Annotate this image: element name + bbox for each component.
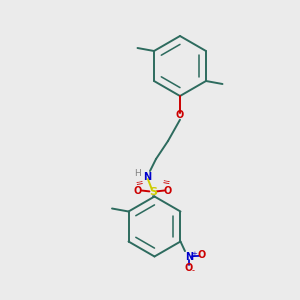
Text: =: = <box>135 177 144 189</box>
Text: +: + <box>191 251 197 257</box>
Text: O: O <box>185 263 193 273</box>
Text: -: - <box>192 266 195 275</box>
Text: O: O <box>198 250 206 260</box>
Text: H: H <box>135 169 141 178</box>
Text: N: N <box>142 172 151 182</box>
Text: =: = <box>162 177 171 189</box>
Text: O: O <box>164 185 172 196</box>
Text: O: O <box>134 185 142 196</box>
Text: N: N <box>185 251 193 262</box>
Text: O: O <box>176 110 184 121</box>
Text: S: S <box>149 187 157 197</box>
